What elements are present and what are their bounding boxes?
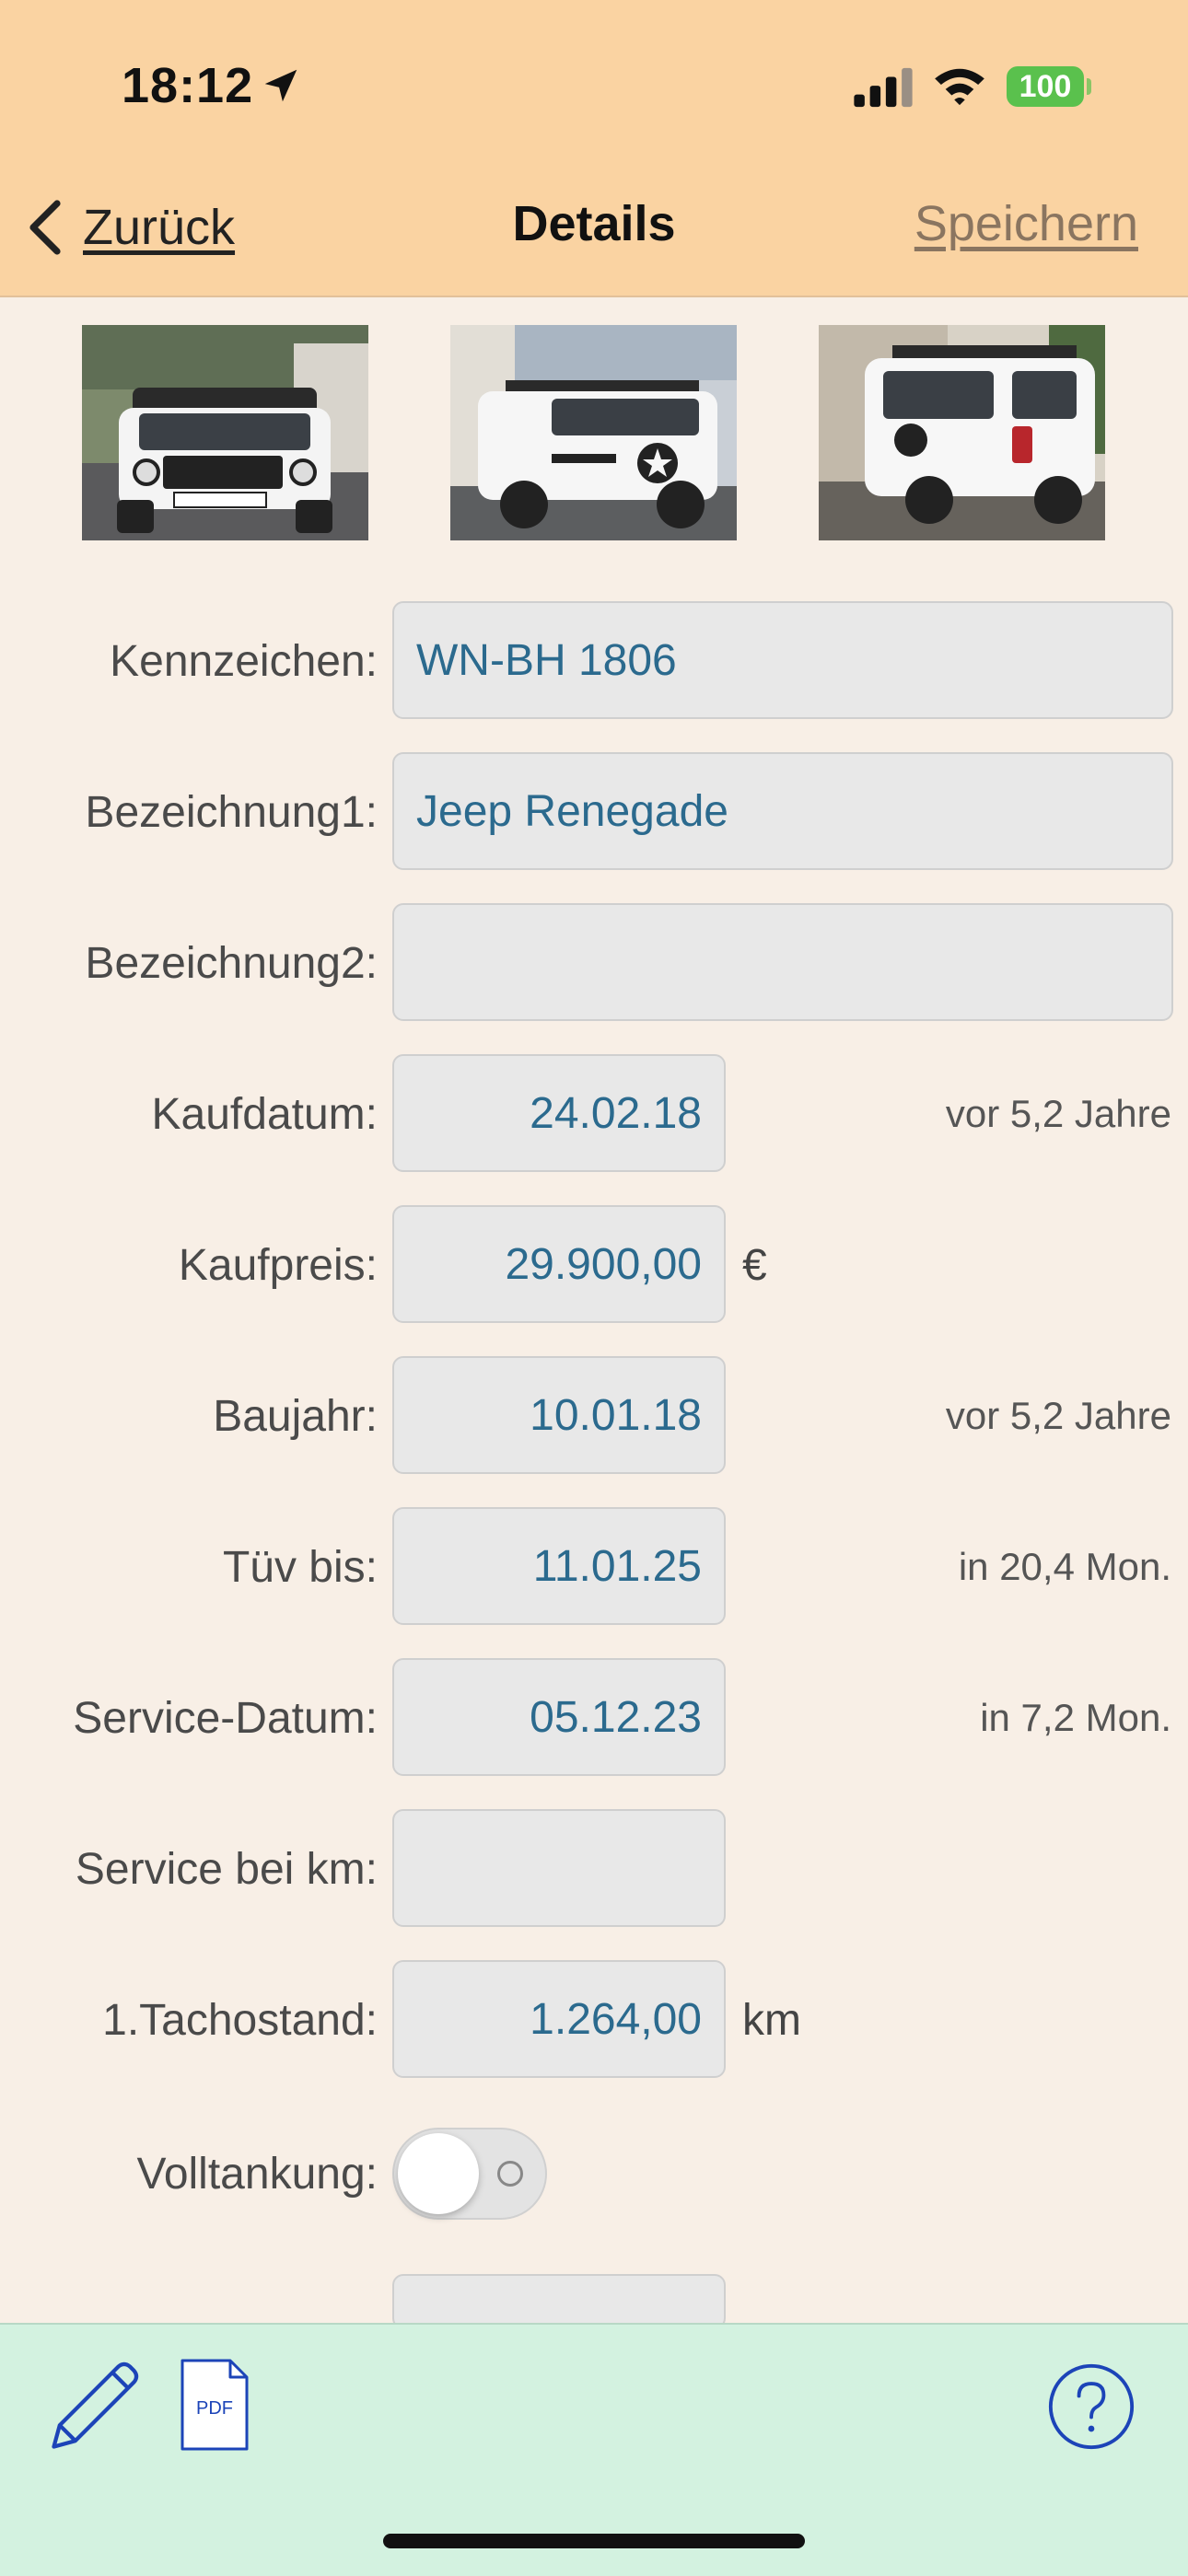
service-km-input[interactable] bbox=[392, 1809, 726, 1927]
pencil-icon[interactable] bbox=[46, 2357, 144, 2454]
volltankung-toggle[interactable] bbox=[392, 2128, 547, 2220]
help-icon[interactable] bbox=[1047, 2362, 1136, 2451]
back-button[interactable]: Zurück bbox=[22, 195, 235, 260]
kennzeichen-label: Kennzeichen: bbox=[110, 636, 378, 686]
bezeichnung1-label: Bezeichnung1: bbox=[85, 787, 378, 837]
tuev-label: Tüv bis: bbox=[222, 1542, 378, 1592]
back-label: Zurück bbox=[83, 200, 236, 255]
home-indicator bbox=[383, 2534, 805, 2548]
status-time: 18:12 bbox=[122, 58, 254, 113]
wifi-icon bbox=[935, 68, 984, 106]
toggle-knob bbox=[398, 2133, 479, 2214]
tuev-relative: in 20,4 Mon. bbox=[958, 1545, 1171, 1588]
bezeichnung2-label: Bezeichnung2: bbox=[85, 938, 378, 988]
bezeichnung1-input[interactable]: Jeep Renegade bbox=[392, 752, 1173, 870]
battery-icon: 100 bbox=[1007, 66, 1084, 107]
kaufdatum-label: Kaufdatum: bbox=[151, 1089, 378, 1139]
tachostand-label: 1.Tachostand: bbox=[102, 1995, 378, 2045]
baujahr-input[interactable]: 10.01.18 bbox=[392, 1356, 726, 1474]
vehicle-photo-rear[interactable] bbox=[819, 325, 1105, 540]
service-km-label: Service bei km: bbox=[75, 1844, 378, 1894]
save-button[interactable]: Speichern bbox=[914, 196, 1138, 251]
car-side-image bbox=[450, 325, 737, 540]
baujahr-relative: vor 5,2 Jahre bbox=[945, 1394, 1171, 1437]
signal-icon bbox=[854, 67, 913, 108]
service-datum-relative: in 7,2 Mon. bbox=[980, 1696, 1171, 1739]
navigation-header: 18:12 100 Zurück Details Speichern bbox=[0, 0, 1188, 297]
kaufpreis-currency: € bbox=[742, 1240, 767, 1290]
kaufdatum-input[interactable]: 24.02.18 bbox=[392, 1054, 726, 1172]
tachostand-unit: km bbox=[742, 1995, 801, 2045]
pdf-document-icon[interactable]: PDF bbox=[181, 2359, 249, 2451]
service-datum-input[interactable]: 05.12.23 bbox=[392, 1658, 726, 1776]
baujahr-label: Baujahr: bbox=[213, 1391, 378, 1441]
pdf-label: PDF bbox=[196, 2398, 233, 2419]
tuev-input[interactable]: 11.01.25 bbox=[392, 1507, 726, 1625]
kaufpreis-label: Kaufpreis: bbox=[178, 1240, 378, 1290]
kaufdatum-relative: vor 5,2 Jahre bbox=[945, 1092, 1171, 1135]
volltankung-label: Volltankung: bbox=[136, 2149, 378, 2199]
kennzeichen-input[interactable]: WN-BH 1806 bbox=[392, 601, 1173, 719]
toggle-off-indicator bbox=[497, 2161, 523, 2187]
vehicle-photo-side[interactable] bbox=[450, 325, 737, 540]
car-rear-image bbox=[819, 325, 1105, 540]
chevron-left-icon bbox=[29, 200, 61, 255]
battery-level: 100 bbox=[1019, 68, 1072, 104]
kaufpreis-input[interactable]: 29.900,00 bbox=[392, 1205, 726, 1323]
car-front-image bbox=[82, 325, 368, 540]
service-datum-label: Service-Datum: bbox=[73, 1693, 378, 1743]
partial-next-row bbox=[0, 2274, 1188, 2329]
tachostand-input[interactable]: 1.264,00 bbox=[392, 1960, 726, 2078]
location-arrow-icon bbox=[264, 69, 297, 102]
battery-tip bbox=[1087, 78, 1091, 95]
bezeichnung2-input[interactable] bbox=[392, 903, 1173, 1021]
vehicle-photo-front[interactable] bbox=[82, 325, 368, 540]
